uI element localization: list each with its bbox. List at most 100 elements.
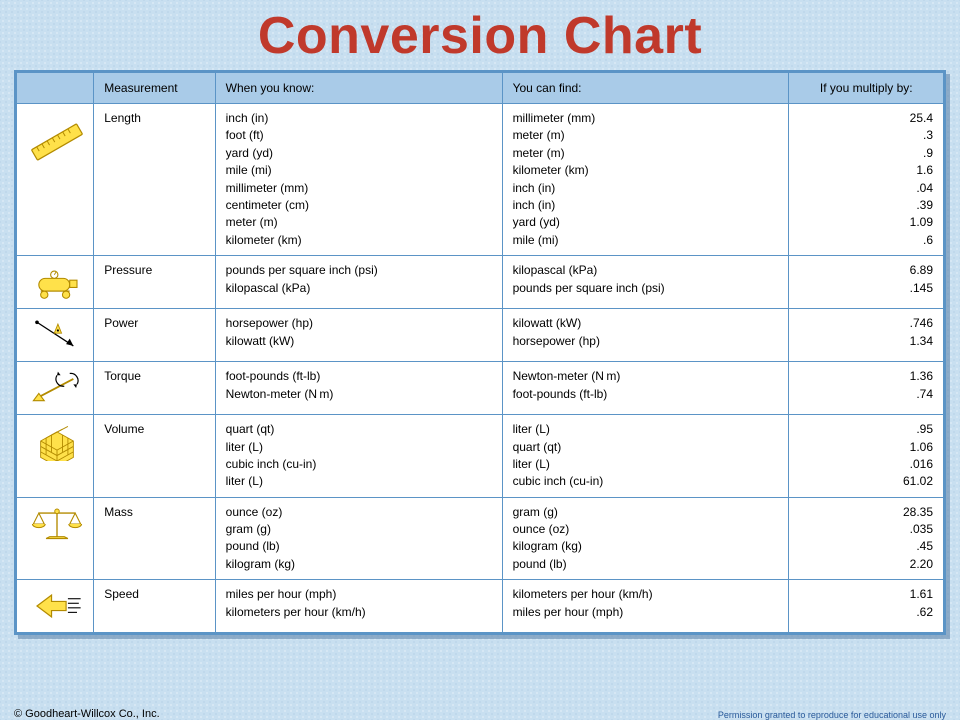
find-value: inch (in) [513,197,779,214]
multiply-value: .035 [799,521,933,538]
multiply-value: 1.09 [799,214,933,231]
multiply-value: 1.61 [799,586,933,603]
multiply-cell: 1.61.62 [789,580,944,633]
find-cell: kilometers per hour (km/h)miles per hour… [502,580,789,633]
know-value: kilowatt (kW) [226,333,492,350]
know-value: horsepower (hp) [226,315,492,332]
measurement-cell: Torque [94,362,215,415]
col-know: When you know: [215,73,502,104]
find-value: kilowatt (kW) [513,315,779,332]
table-row: Massounce (oz)gram (g)pound (lb)kilogram… [17,497,944,580]
multiply-value: 1.36 [799,368,933,385]
know-value: centimeter (cm) [226,197,492,214]
table-header-row: Measurement When you know: You can find:… [17,73,944,104]
know-cell: quart (qt)liter (L)cubic inch (cu-in)lit… [215,415,502,498]
know-value: mile (mi) [226,162,492,179]
measurement-cell: Speed [94,580,215,633]
find-value: gram (g) [513,504,779,521]
find-value: quart (qt) [513,439,779,456]
multiply-cell: 28.35.035.452.20 [789,497,944,580]
multiply-value: .9 [799,145,933,162]
measurement-cell: Volume [94,415,215,498]
multiply-value: .6 [799,232,933,249]
ruler-icon [17,104,94,256]
find-cell: Newton-meter (N m)foot-pounds (ft-lb) [502,362,789,415]
find-value: yard (yd) [513,214,779,231]
find-value: liter (L) [513,421,779,438]
know-value: miles per hour (mph) [226,586,492,603]
multiply-value: 2.20 [799,556,933,573]
know-value: kilopascal (kPa) [226,280,492,297]
compressor-icon [17,256,94,309]
find-value: miles per hour (mph) [513,604,779,621]
know-value: kilometer (km) [226,232,492,249]
know-value: Newton-meter (N m) [226,386,492,403]
know-cell: pounds per square inch (psi)kilopascal (… [215,256,502,309]
know-value: quart (qt) [226,421,492,438]
know-value: kilometers per hour (km/h) [226,604,492,621]
copyright-text: © Goodheart-Willcox Co., Inc. [14,708,160,720]
know-value: foot-pounds (ft-lb) [226,368,492,385]
multiply-value: .62 [799,604,933,621]
find-value: kilopascal (kPa) [513,262,779,279]
page-title: Conversion Chart [0,6,960,66]
know-cell: horsepower (hp)kilowatt (kW) [215,309,502,362]
know-value: gram (g) [226,521,492,538]
measurement-cell: Pressure [94,256,215,309]
find-value: inch (in) [513,180,779,197]
multiply-value: 6.89 [799,262,933,279]
know-cell: inch (in)foot (ft)yard (yd)mile (mi)mill… [215,104,502,256]
find-value: meter (m) [513,145,779,162]
know-value: meter (m) [226,214,492,231]
cube-icon [17,415,94,498]
know-value: ounce (oz) [226,504,492,521]
find-value: millimeter (mm) [513,110,779,127]
find-cell: liter (L)quart (qt)liter (L)cubic inch (… [502,415,789,498]
know-value: kilogram (kg) [226,556,492,573]
multiply-value: .3 [799,127,933,144]
multiply-value: 61.02 [799,473,933,490]
permission-text: Permission granted to reproduce for educ… [718,710,946,720]
find-value: ounce (oz) [513,521,779,538]
multiply-cell: 6.89.145 [789,256,944,309]
find-value: mile (mi) [513,232,779,249]
find-value: meter (m) [513,127,779,144]
find-value: pounds per square inch (psi) [513,280,779,297]
multiply-value: 1.6 [799,162,933,179]
col-multiply: If you multiply by: [789,73,944,104]
torque-icon [17,362,94,415]
know-value: liter (L) [226,439,492,456]
arrow-icon [17,580,94,633]
multiply-value: .746 [799,315,933,332]
multiply-value: .45 [799,538,933,555]
know-value: liter (L) [226,473,492,490]
know-value: millimeter (mm) [226,180,492,197]
multiply-value: 1.34 [799,333,933,350]
col-find: You can find: [502,73,789,104]
know-value: yard (yd) [226,145,492,162]
find-value: foot-pounds (ft-lb) [513,386,779,403]
multiply-cell: .7461.34 [789,309,944,362]
find-cell: kilowatt (kW)horsepower (hp) [502,309,789,362]
multiply-value: .04 [799,180,933,197]
find-value: kilogram (kg) [513,538,779,555]
multiply-value: .39 [799,197,933,214]
measurement-cell: Mass [94,497,215,580]
find-cell: kilopascal (kPa)pounds per square inch (… [502,256,789,309]
find-value: pound (lb) [513,556,779,573]
know-value: inch (in) [226,110,492,127]
measurement-cell: Power [94,309,215,362]
find-value: liter (L) [513,456,779,473]
know-cell: foot-pounds (ft-lb)Newton-meter (N m) [215,362,502,415]
multiply-value: .95 [799,421,933,438]
col-measurement: Measurement [94,73,215,104]
measurement-cell: Length [94,104,215,256]
table-row: Pressurepounds per square inch (psi)kilo… [17,256,944,309]
conversion-table: Measurement When you know: You can find:… [16,72,944,633]
col-icon [17,73,94,104]
find-value: cubic inch (cu-in) [513,473,779,490]
multiply-value: .016 [799,456,933,473]
table-row: Powerhorsepower (hp)kilowatt (kW)kilowat… [17,309,944,362]
multiply-cell: .951.06.01661.02 [789,415,944,498]
scale-icon [17,497,94,580]
